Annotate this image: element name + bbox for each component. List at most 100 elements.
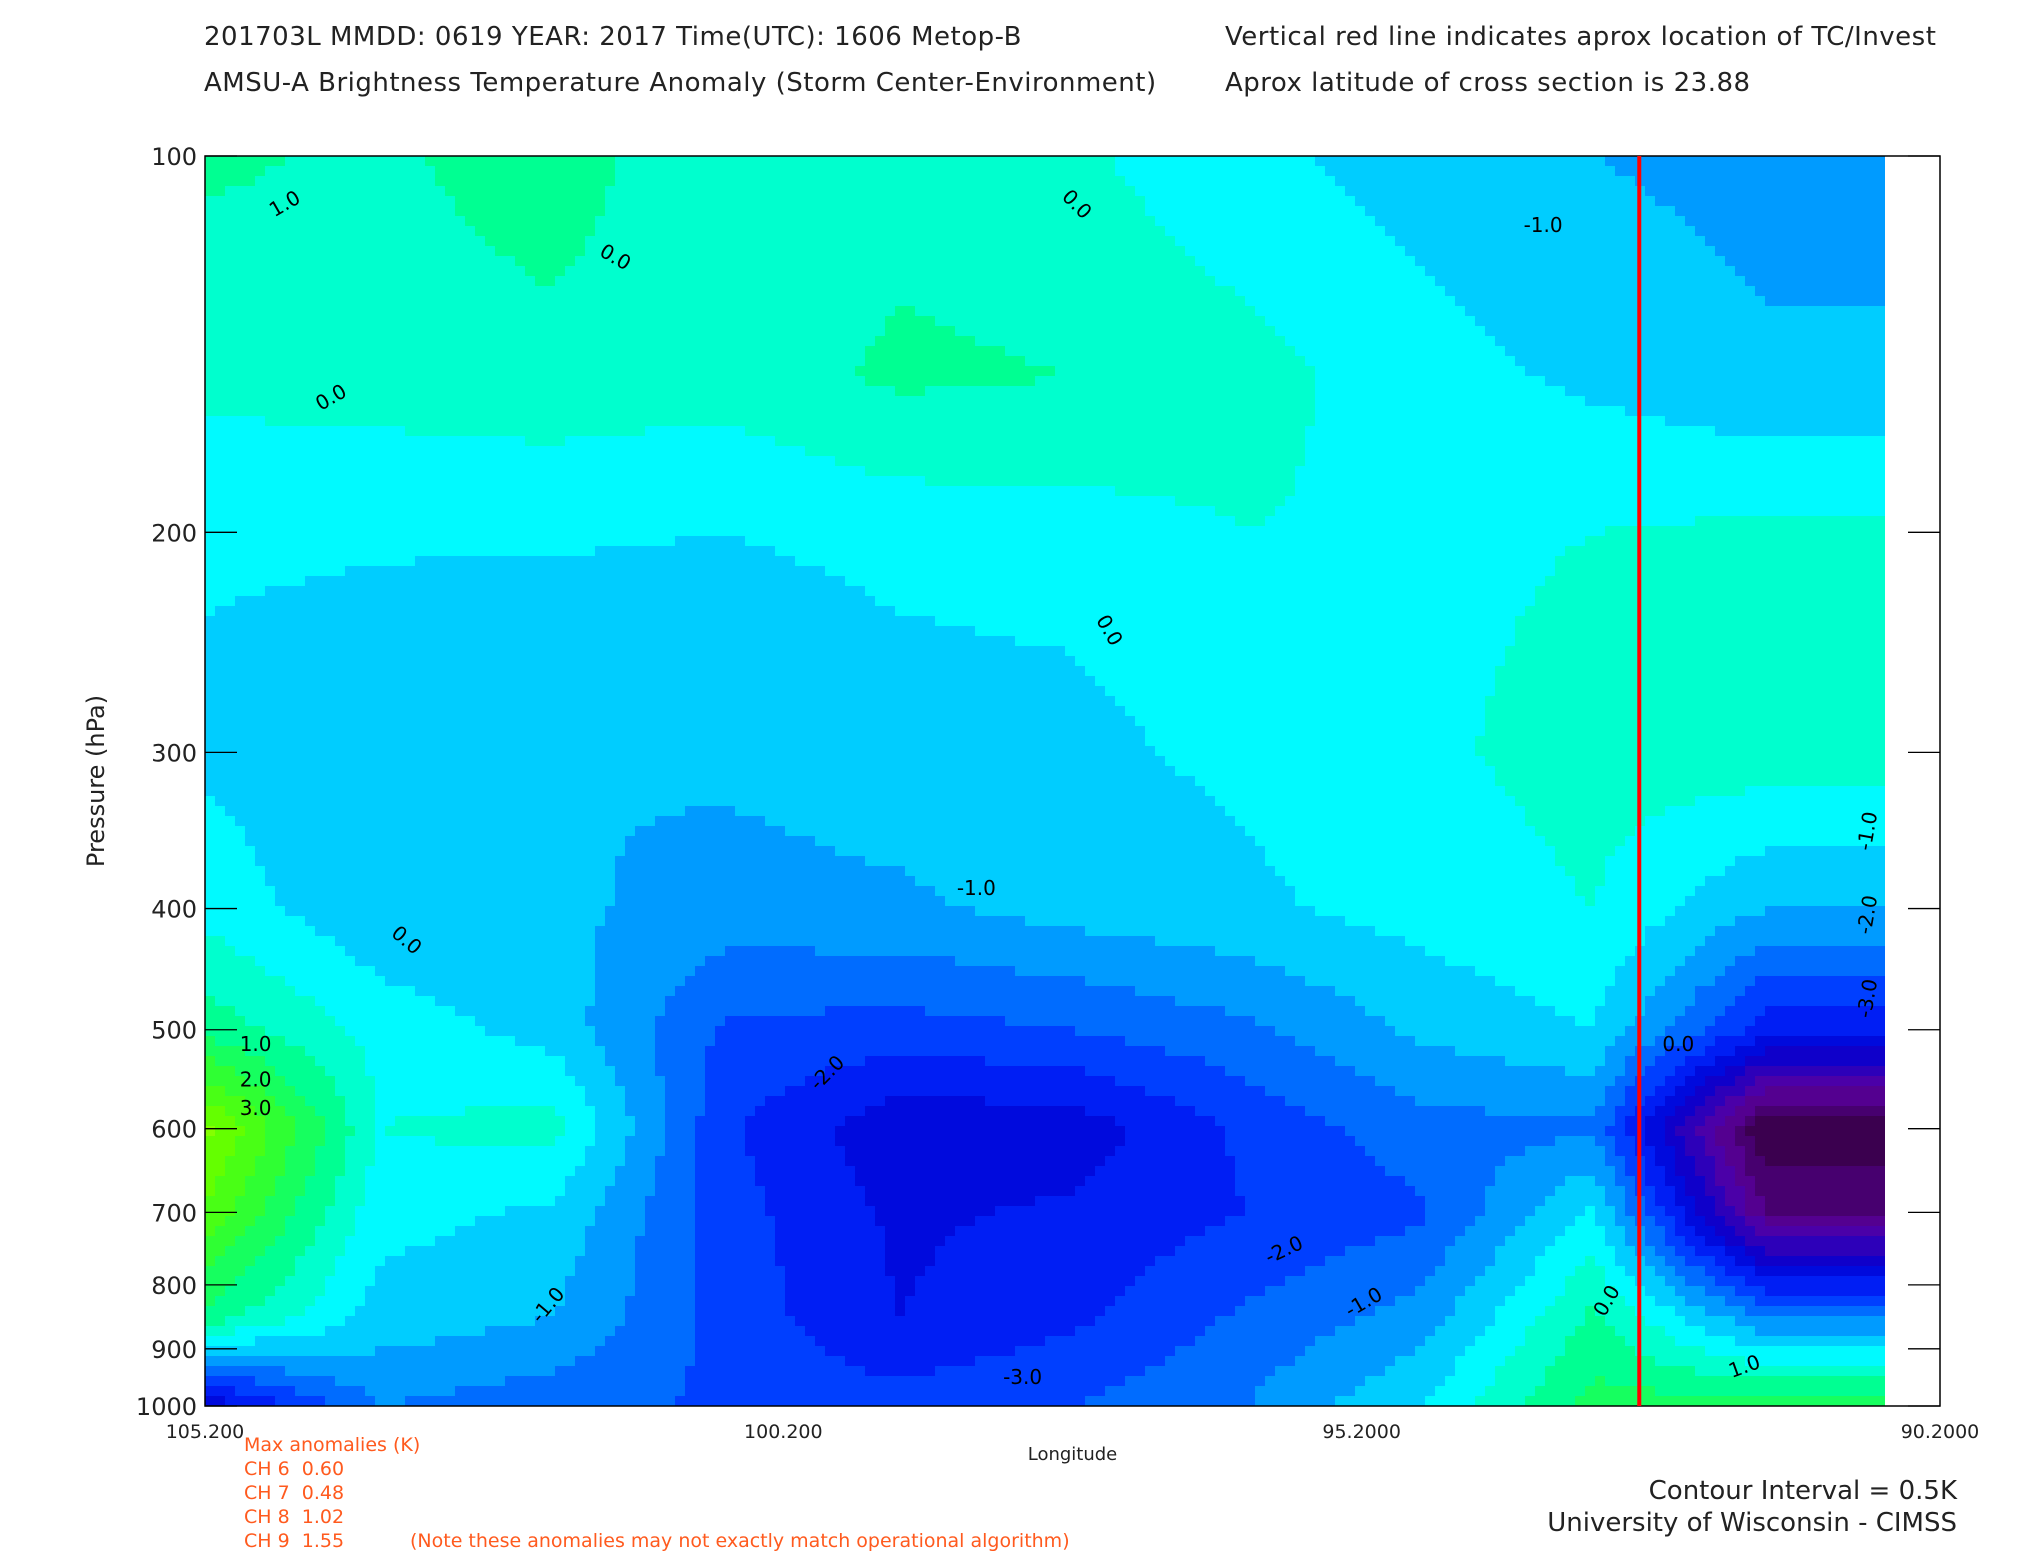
heatmap-cell (835, 396, 846, 407)
heatmap-cell (815, 236, 826, 247)
heatmap-cell (1325, 256, 1336, 267)
heatmap-cell (625, 446, 636, 457)
heatmap-cell (1435, 336, 1446, 347)
heatmap-cell (235, 196, 246, 207)
heatmap-cell (1025, 356, 1036, 367)
heatmap-cell (1075, 306, 1086, 317)
heatmap-cell (1525, 396, 1536, 407)
heatmap-cell (1405, 436, 1416, 447)
heatmap-cell (1735, 226, 1746, 237)
heatmap-cell (475, 166, 486, 177)
heatmap-cell (355, 436, 366, 447)
heatmap-cell (1025, 336, 1036, 347)
heatmap-cell (485, 386, 496, 397)
heatmap-cell (855, 416, 866, 427)
heatmap-cell (1715, 166, 1726, 177)
heatmap-cell (935, 266, 946, 277)
heatmap-cell (1335, 156, 1346, 167)
heatmap-cell (795, 186, 806, 197)
heatmap-cell (1345, 436, 1356, 447)
heatmap-cell (445, 176, 456, 187)
heatmap-cell (235, 306, 246, 317)
heatmap-cell (445, 246, 456, 257)
heatmap-cell (1875, 186, 1885, 197)
heatmap-cell (445, 336, 456, 347)
heatmap-cell (215, 276, 226, 287)
heatmap-cell (795, 216, 806, 227)
heatmap-cell (1265, 326, 1276, 337)
heatmap-cell (225, 246, 236, 257)
heatmap-cell (255, 176, 266, 187)
heatmap-cell (385, 276, 396, 287)
heatmap-cell (1325, 156, 1336, 167)
heatmap-cell (1285, 156, 1296, 167)
heatmap-cell (235, 446, 246, 457)
heatmap-cell (895, 156, 906, 167)
heatmap-cell (1485, 346, 1496, 357)
heatmap-cell (535, 196, 546, 207)
heatmap-cell (1705, 356, 1716, 367)
heatmap-cell (1615, 186, 1626, 197)
heatmap-cell (1435, 406, 1446, 417)
heatmap-cell (1525, 406, 1536, 417)
heatmap-cell (485, 296, 496, 307)
heatmap-cell (1715, 406, 1726, 417)
heatmap-cell (1415, 246, 1426, 257)
heatmap-cell (1645, 346, 1656, 357)
heatmap-cell (1165, 266, 1176, 277)
heatmap-cell (835, 216, 846, 227)
heatmap-cell (735, 236, 746, 247)
heatmap-cell (1785, 356, 1796, 367)
heatmap-cell (1195, 276, 1206, 287)
heatmap-cell (1145, 386, 1156, 397)
heatmap-cell (695, 186, 706, 197)
heatmap-cell (1715, 276, 1726, 287)
heatmap-cell (305, 346, 316, 357)
heatmap-cell (1005, 396, 1016, 407)
heatmap-cell (655, 216, 666, 227)
heatmap-cell (1115, 426, 1126, 437)
heatmap-cell (335, 416, 346, 427)
heatmap-cell (1485, 426, 1496, 437)
heatmap-cell (405, 396, 416, 407)
heatmap-cell (485, 266, 496, 277)
heatmap-cell (365, 196, 376, 207)
heatmap-cell (295, 346, 306, 357)
heatmap-cell (1585, 236, 1596, 247)
heatmap-cell (455, 156, 466, 167)
heatmap-cell (715, 416, 726, 427)
heatmap-cell (1835, 276, 1846, 287)
heatmap-cell (1675, 186, 1686, 197)
heatmap-cell (1285, 306, 1296, 317)
heatmap-cell (1145, 236, 1156, 247)
heatmap-cell (925, 266, 936, 277)
heatmap-cell (1085, 336, 1096, 347)
heatmap-cell (1345, 336, 1356, 347)
heatmap-cell (1095, 426, 1106, 437)
heatmap-cell (1875, 326, 1885, 337)
heatmap-cell (565, 316, 576, 327)
heatmap-cell (1185, 296, 1196, 307)
heatmap-cell (1575, 316, 1586, 327)
heatmap-cell (795, 436, 806, 447)
heatmap-cell (1405, 246, 1416, 257)
heatmap-cell (1395, 426, 1406, 437)
heatmap-cell (1305, 406, 1316, 417)
heatmap-cell (605, 216, 616, 227)
heatmap-cell (1475, 306, 1486, 317)
heatmap-cell (575, 376, 586, 387)
heatmap-cell (1005, 316, 1016, 327)
heatmap-cell (535, 416, 546, 427)
heatmap-cell (1415, 226, 1426, 237)
heatmap-cell (1315, 166, 1326, 177)
heatmap-cell (1655, 376, 1666, 387)
heatmap-cell (1105, 246, 1116, 257)
heatmap-cell (265, 436, 276, 447)
heatmap-cell (345, 436, 356, 447)
heatmap-cell (1835, 256, 1846, 267)
heatmap-cell (255, 376, 266, 387)
heatmap-cell (935, 436, 946, 447)
heatmap-cell (895, 416, 906, 427)
heatmap-cell (1405, 156, 1416, 167)
heatmap-cell (415, 326, 426, 337)
